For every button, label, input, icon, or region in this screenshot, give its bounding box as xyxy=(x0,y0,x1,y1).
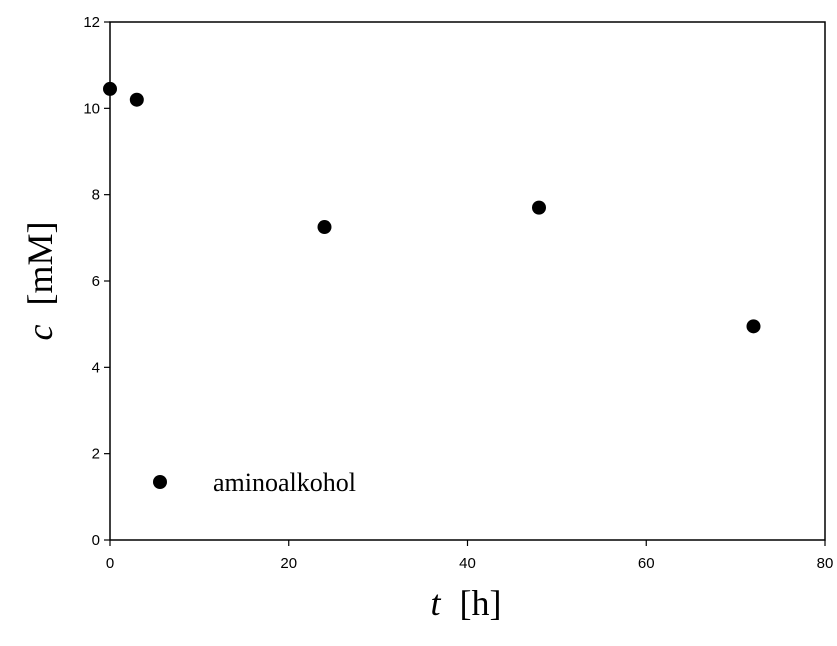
x-axis-unit: [h] xyxy=(460,583,502,623)
x-axis-ticks: 0 20 40 60 80 xyxy=(106,540,834,572)
data-points xyxy=(103,81,761,334)
x-axis-variable: t xyxy=(431,583,442,623)
x-axis-title: t [h] xyxy=(431,583,502,623)
y-axis-variable: c xyxy=(20,324,60,340)
x-tick-label: 0 xyxy=(106,555,114,572)
legend: aminoalkohol xyxy=(153,468,356,497)
x-tick-label: 20 xyxy=(280,555,297,572)
y-tick-label: 12 xyxy=(83,14,100,31)
y-axis-unit: [mM] xyxy=(20,222,60,306)
legend-marker xyxy=(153,475,167,489)
data-point xyxy=(746,319,761,334)
x-tick-label: 40 xyxy=(459,555,476,572)
y-tick-label: 2 xyxy=(92,446,100,463)
y-tick-label: 6 xyxy=(92,273,100,290)
data-point xyxy=(532,200,546,215)
data-point xyxy=(317,220,332,235)
x-tick-label: 80 xyxy=(817,555,834,572)
y-tick-label: 8 xyxy=(92,187,100,204)
y-axis-title: c [mM] xyxy=(20,222,60,341)
y-tick-label: 10 xyxy=(83,100,100,117)
data-point xyxy=(103,81,117,96)
x-tick-label: 60 xyxy=(638,555,655,572)
y-tick-label: 4 xyxy=(92,359,100,376)
plot-area-frame xyxy=(109,21,826,541)
y-axis-ticks: 0 2 4 6 8 10 12 xyxy=(83,14,110,549)
y-tick-label: 0 xyxy=(92,532,100,549)
data-point xyxy=(129,92,144,107)
legend-label: aminoalkohol xyxy=(213,468,356,497)
